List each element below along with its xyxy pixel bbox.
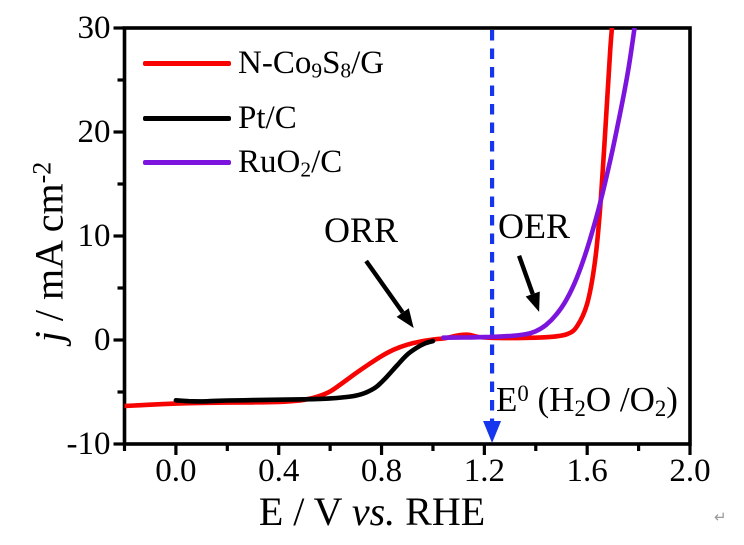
x-tick-label: 1.2 xyxy=(463,453,505,489)
legend-line-swatch xyxy=(143,159,231,165)
reference-arrowhead-icon xyxy=(483,421,502,443)
y-tick-label: 10 xyxy=(77,218,111,254)
return-mark-icon: ↵ xyxy=(714,509,727,526)
legend-line-swatch xyxy=(143,115,231,121)
y-tick-label: 30 xyxy=(77,10,111,46)
series-curve-2 xyxy=(440,28,637,340)
annotation-arrowhead-0-icon xyxy=(396,308,414,329)
legend-label: RuO2/C xyxy=(238,144,343,182)
x-tick-label: 0.0 xyxy=(155,453,197,489)
annotation-arrowhead-1-icon xyxy=(525,291,540,312)
annotation-orr: ORR xyxy=(323,210,399,250)
legend-label: N-Co9S8/G xyxy=(238,45,385,83)
x-tick-label: 0.8 xyxy=(360,453,403,489)
annotation-arrow-1 xyxy=(516,255,535,295)
x-tick-label: 2.0 xyxy=(669,453,711,489)
reference-line-label: E0 (H2O /O2) xyxy=(496,380,678,422)
legend-line-swatch xyxy=(143,60,231,66)
x-tick-label: 1.6 xyxy=(566,453,608,489)
x-tick-label: 0.4 xyxy=(258,453,300,489)
x-axis-title: E / V vs. RHE xyxy=(258,489,486,534)
annotation-oer: OER xyxy=(498,206,570,246)
y-tick-label: 0 xyxy=(94,322,111,358)
y-tick-label: -10 xyxy=(66,426,111,462)
series-curve-1 xyxy=(173,338,436,404)
y-tick-label: 20 xyxy=(77,114,111,150)
annotation-arrow-0 xyxy=(364,259,405,314)
legend-label: Pt/C xyxy=(238,100,297,136)
